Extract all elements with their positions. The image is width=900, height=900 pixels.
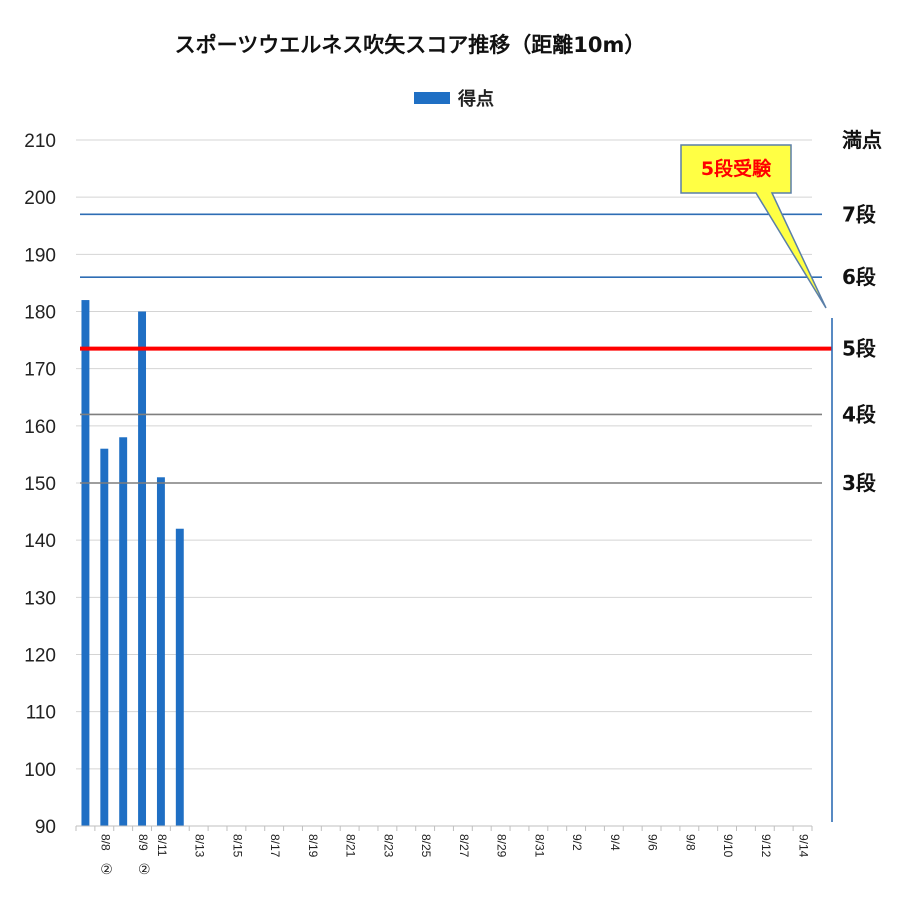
y-tick-label: 120 bbox=[24, 646, 56, 667]
x-tick-label: 9/14 bbox=[797, 834, 811, 858]
y-tick-label: 110 bbox=[26, 703, 56, 724]
y-tick-label: 190 bbox=[24, 245, 56, 266]
reference-label: 4段 bbox=[842, 402, 876, 426]
x-tick-label: 8/19 bbox=[306, 834, 320, 858]
legend-label: 得点 bbox=[457, 88, 494, 110]
y-tick-label: 150 bbox=[24, 474, 56, 495]
x-tick-label: 9/10 bbox=[721, 834, 735, 858]
y-tick-label: 170 bbox=[24, 360, 56, 381]
legend-swatch bbox=[414, 92, 450, 104]
gridlines bbox=[76, 139, 812, 827]
bar bbox=[100, 448, 109, 826]
bar bbox=[138, 311, 147, 826]
x-tick-label: 8/27 bbox=[457, 834, 471, 858]
reference-label: 3段 bbox=[842, 471, 876, 495]
reference-label: 7段 bbox=[842, 202, 876, 226]
callout-bubble bbox=[680, 144, 827, 309]
reference-label: 満点 bbox=[842, 128, 882, 152]
x-tick-label: 9/8 bbox=[683, 834, 697, 851]
bar bbox=[156, 477, 165, 826]
y-tick-label: 130 bbox=[24, 588, 56, 609]
x-tick-label: 8/11 bbox=[155, 834, 169, 857]
x-tick-label: 8/8 bbox=[98, 834, 112, 851]
y-tick-label: 160 bbox=[24, 417, 56, 438]
callout: 5段受験 bbox=[680, 144, 827, 309]
x-tick-label: 9/2 bbox=[570, 834, 584, 851]
y-tick-label: 90 bbox=[35, 817, 56, 838]
x-tick-label: 8/31 bbox=[532, 834, 546, 858]
y-tick-label: 100 bbox=[24, 760, 56, 781]
reference-label: 5段 bbox=[842, 337, 876, 361]
x-tick-label: 8/29 bbox=[495, 834, 509, 858]
chart-title: スポーツウエルネス吹矢スコア推移（距離10m） bbox=[175, 33, 646, 57]
reference-label: 6段 bbox=[842, 265, 876, 289]
bar bbox=[81, 300, 90, 827]
bar bbox=[175, 528, 184, 826]
y-tick-label: 210 bbox=[24, 131, 56, 152]
y-tick-label: 140 bbox=[24, 531, 56, 552]
x-tick-label: 8/25 bbox=[419, 834, 433, 858]
x-tick-label: 9/6 bbox=[646, 834, 660, 851]
y-axis: 90 100 110 120 130 140 150 160 170 180 190 200 210 bbox=[24, 131, 56, 838]
y-tick-label: 180 bbox=[24, 303, 56, 324]
callout-text: 5段受験 bbox=[701, 157, 772, 180]
x-tick-label: 8/9 bbox=[136, 834, 150, 851]
x-tick-label: 8/17 bbox=[268, 834, 282, 858]
x-tick-label-suffix: ② bbox=[100, 862, 113, 878]
x-tick-label-suffix: ② bbox=[138, 862, 151, 878]
x-tick-label: 8/23 bbox=[381, 834, 395, 858]
x-tick-label: 9/12 bbox=[759, 834, 773, 858]
reference-lines: 満点 7段 6段 5段 4段 3段 bbox=[80, 128, 882, 822]
x-tick-label: 9/4 bbox=[608, 834, 622, 851]
x-tick-label: 8/21 bbox=[344, 834, 358, 858]
x-tick-label: 8/13 bbox=[193, 834, 207, 858]
bars bbox=[81, 300, 184, 827]
x-tick-label: 8/15 bbox=[230, 834, 244, 858]
bar bbox=[119, 437, 128, 826]
y-tick-label: 200 bbox=[24, 188, 56, 209]
x-axis: 8/8 ② 8/9 ② 8/11 8/13 8/15 8/17 8/19 8/21 8/23 8/25… bbox=[75, 825, 813, 878]
